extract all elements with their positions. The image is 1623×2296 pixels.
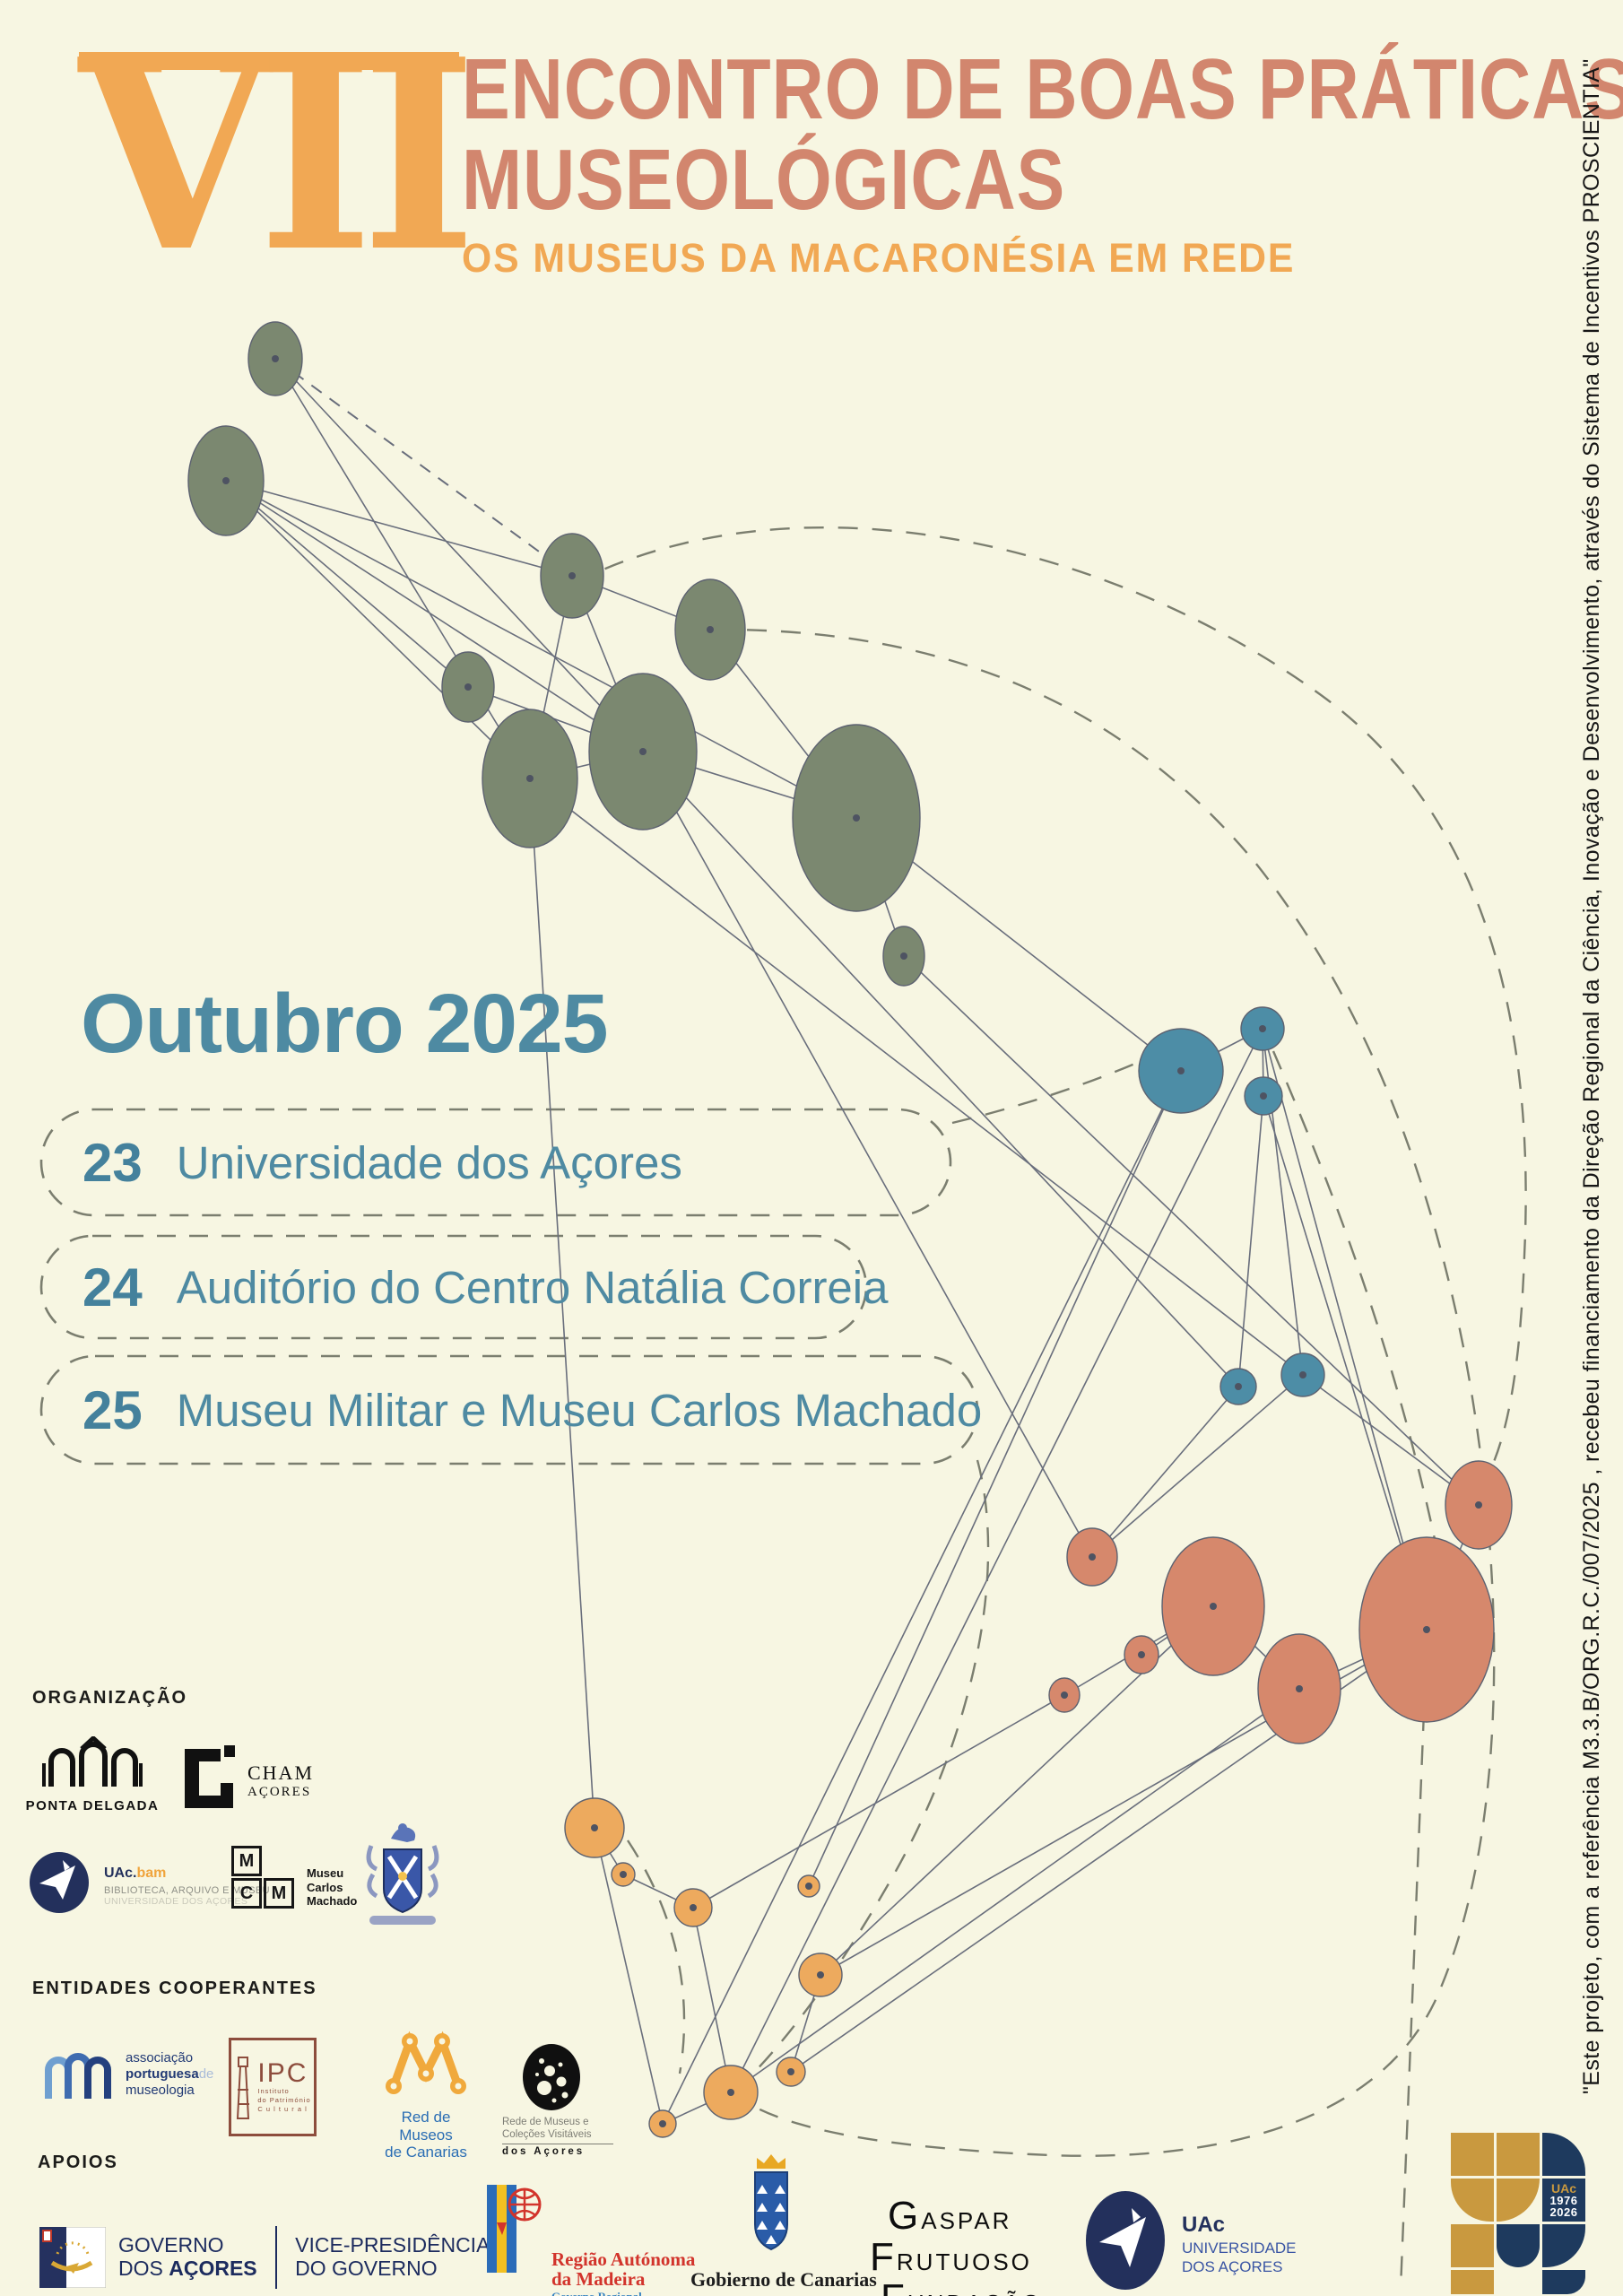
- section-label-organization: ORGANIZAÇÃO: [32, 1688, 188, 1708]
- ipc-lighthouse-icon: [237, 2057, 250, 2119]
- logo-ipc: IPC Instituto do Património C u l t u r …: [229, 2038, 317, 2136]
- rede-acores-line1: Rede de Museus e: [502, 2117, 589, 2127]
- uac-bam-line2: UNIVERSIDADE DOS AÇORES: [104, 1896, 248, 1907]
- section-label-support: APOIOS: [38, 2152, 118, 2172]
- date-venue: Auditório do Centro Natália Correia: [176, 1261, 889, 1313]
- red-museos-label: Red de Museos de Canarias: [385, 2109, 467, 2161]
- apm-label: associação portuguesade museologia: [126, 2050, 214, 2098]
- azores-flag-icon: [39, 2227, 106, 2288]
- cham-label: CHAM: [247, 1761, 315, 1784]
- logo-governo-acores: GOVERNO DOS AÇORES VICE-PRESIDÊNCIA DO G…: [39, 2226, 490, 2289]
- logo-universidade-acores: UAc UNIVERSIDADE DOS AÇORES: [1085, 2190, 1297, 2291]
- ipc-acronym: IPC: [257, 2058, 308, 2089]
- title-line-1: ENCONTRO DE BOAS PRÁTICAS: [462, 41, 1623, 137]
- canarias-label: Gobierno de Canarias: [690, 2268, 877, 2291]
- city-crest-icon: [366, 1823, 439, 1925]
- madeira-label: Região Autónoma da Madeira Governo Regio…: [551, 2248, 696, 2296]
- divider: [274, 2226, 278, 2289]
- subtitle: OS MUSEUS DA MACARONÉSIA EM REDE: [462, 234, 1296, 281]
- ipc-line3: C u l t u r a l: [257, 2104, 308, 2113]
- numeral-top-bar: [79, 52, 459, 70]
- logo-uac-bam: UAc.bam BIBLIOTECA, ARQUIVO E MUSEU UNIV…: [29, 1851, 270, 1914]
- title-block: ENCONTRO DE BOAS PRÁTICAS MUSEOLÓGICAS O…: [462, 41, 1623, 282]
- logo-apm: associação portuguesade museologia: [43, 2047, 213, 2100]
- uac50-text: UAc 1976 2026: [1549, 2181, 1578, 2219]
- logo-museu-carlos-machado: M C M Museu Carlos Machado: [231, 1846, 357, 1909]
- cham-region-label: AÇORES: [247, 1785, 312, 1799]
- rede-acores-line2: Coleções Visitáveis: [502, 2129, 592, 2141]
- uac-line2: DOS AÇORES: [1182, 2258, 1283, 2276]
- uac-label: UAc: [1182, 2213, 1226, 2237]
- uac-bam-bird-icon: [30, 1852, 89, 1913]
- funding-note: "Este projeto, com a referência M3.3.B/O…: [1579, 58, 1604, 2094]
- canarias-crest-icon: [754, 2154, 788, 2251]
- ipc-line2: do Património: [257, 2096, 311, 2105]
- logo-gaspar-frutuoso: GASPAR FRUTUOSO FUNDAÇÃO: [870, 2194, 1040, 2296]
- edition-numeral: VII: [79, 2, 476, 309]
- date-row-25: 25 Museu Militar e Museu Carlos Machado: [41, 1356, 1019, 1464]
- mcm-label: Museu Carlos Machado: [307, 1866, 358, 1909]
- logo-city-crest: [364, 1819, 441, 1938]
- red-museos-m-icon: [386, 2031, 466, 2094]
- date-row-23: 23 Universidade dos Açores: [41, 1109, 992, 1215]
- uac-line1: UNIVERSIDADE: [1182, 2239, 1297, 2257]
- apm-arches-icon: [45, 2053, 111, 2099]
- date-day: 25: [82, 1379, 143, 1440]
- ponta-delgada-label: PONTA DELGADA: [25, 1798, 160, 1813]
- date-venue: Museu Militar e Museu Carlos Machado: [176, 1384, 983, 1436]
- logo-cham: CHAM AÇORES: [185, 1745, 314, 1808]
- logo-ponta-delgada: PONTA DELGADA: [16, 1735, 169, 1813]
- madeira-flag-icon: [487, 2185, 542, 2273]
- uac-50-anniversary-logo: UAc 1976 2026: [1451, 2133, 1589, 2294]
- date-day: 23: [82, 1132, 143, 1193]
- uac-bam-label: UAc.bam: [104, 1866, 167, 1881]
- date-venue: Universidade dos Açores: [176, 1136, 682, 1188]
- ipc-line1: Instituto: [257, 2087, 290, 2096]
- mcm-squares-icon: M C M: [231, 1846, 294, 1909]
- logo-madeira: Região Autónoma da Madeira Governo Regio…: [487, 2185, 695, 2296]
- date-row-24: 24 Auditório do Centro Natália Correia: [41, 1236, 907, 1338]
- date-day: 24: [82, 1257, 143, 1318]
- ponta-delgada-arches-icon: [42, 1735, 143, 1787]
- month-heading: Outubro 2025: [81, 977, 608, 1070]
- section-label-cooperating: ENTIDADES COOPERANTES: [32, 1979, 317, 1998]
- logo-red-museos-canarias: Red de Museos de Canarias: [377, 2025, 475, 2161]
- rede-acores-line3: dos Açores: [502, 2143, 613, 2157]
- uac-bird-icon: [1086, 2191, 1165, 2290]
- logo-gobierno-canarias: Gobierno de Canarias: [690, 2151, 877, 2292]
- logo-rede-museus-acores: Rede de Museus e Coleções Visitáveis dos…: [502, 2043, 613, 2157]
- uac-bam-line1: BIBLIOTECA, ARQUIVO E MUSEU: [104, 1885, 271, 1896]
- rede-museus-moon-icon: [523, 2044, 580, 2110]
- cham-mark-icon: [185, 1745, 235, 1808]
- title-line-2: MUSEOLÓGICAS: [462, 131, 1066, 228]
- governo-acores-label: GOVERNO DOS AÇORES: [118, 2233, 257, 2280]
- vice-presidencia-label: VICE-PRESIDÊNCIA DO GOVERNO: [295, 2233, 490, 2280]
- edition-numeral-block: VII: [79, 24, 476, 287]
